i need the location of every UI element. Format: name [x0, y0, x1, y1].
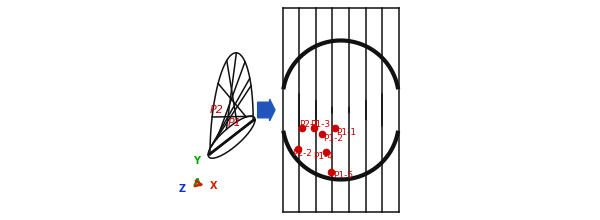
Text: X: X: [210, 181, 218, 191]
Text: Y: Y: [193, 156, 200, 167]
Text: Z: Z: [179, 184, 186, 194]
Text: P1-4: P1-4: [313, 152, 334, 161]
Text: P2-2: P2-2: [292, 148, 312, 158]
Text: P1-3: P1-3: [310, 120, 330, 129]
Text: P2-1: P2-1: [299, 120, 319, 129]
Text: P1-5: P1-5: [334, 171, 353, 180]
Polygon shape: [284, 40, 398, 180]
Text: P2: P2: [209, 105, 223, 115]
FancyArrow shape: [257, 99, 275, 121]
Text: P1-2: P1-2: [323, 134, 343, 143]
Text: P1-1: P1-1: [337, 128, 356, 137]
Text: P1: P1: [228, 118, 242, 128]
